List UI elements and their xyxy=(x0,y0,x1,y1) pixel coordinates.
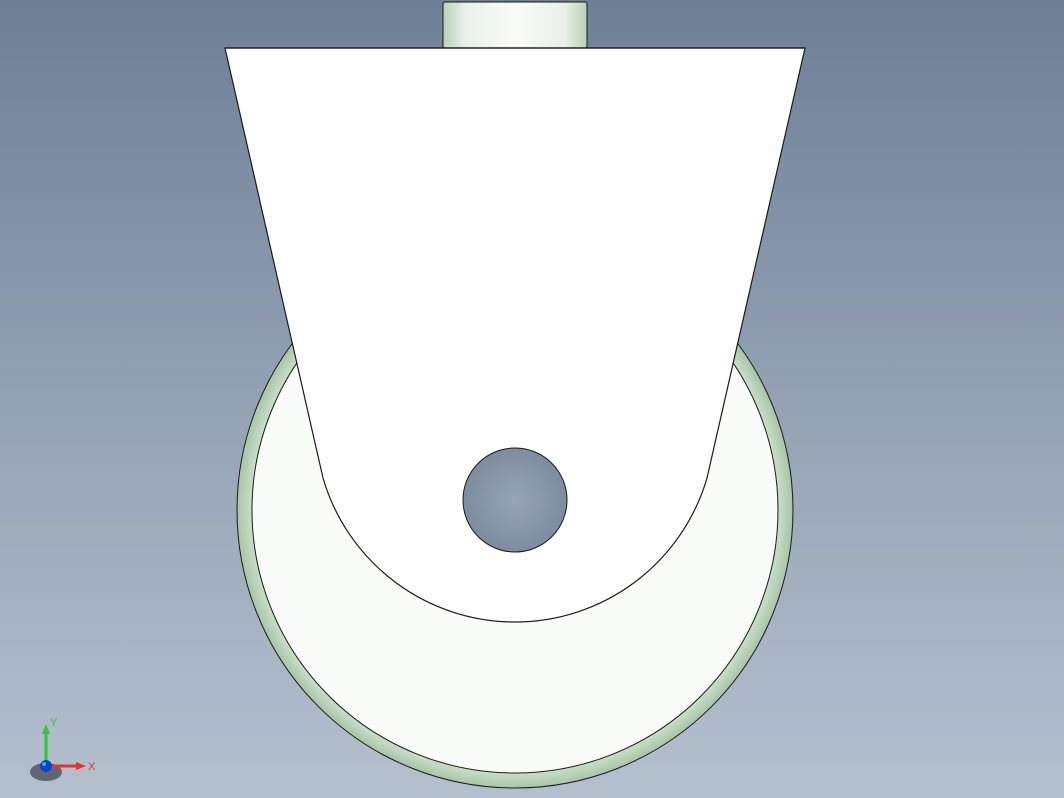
axis-origin-sphere xyxy=(40,760,52,772)
caster-model[interactable] xyxy=(225,2,805,788)
x-axis-label: X xyxy=(88,761,96,773)
y-axis: Y xyxy=(42,717,58,766)
cad-viewport[interactable]: X Y xyxy=(0,0,1064,798)
axle-hole xyxy=(463,448,567,552)
mounting-stem xyxy=(443,2,587,48)
axis-origin-highlight xyxy=(42,762,46,766)
y-axis-label: Y xyxy=(50,717,58,729)
model-canvas[interactable] xyxy=(0,0,1064,798)
axis-triad[interactable]: X Y xyxy=(20,716,100,786)
